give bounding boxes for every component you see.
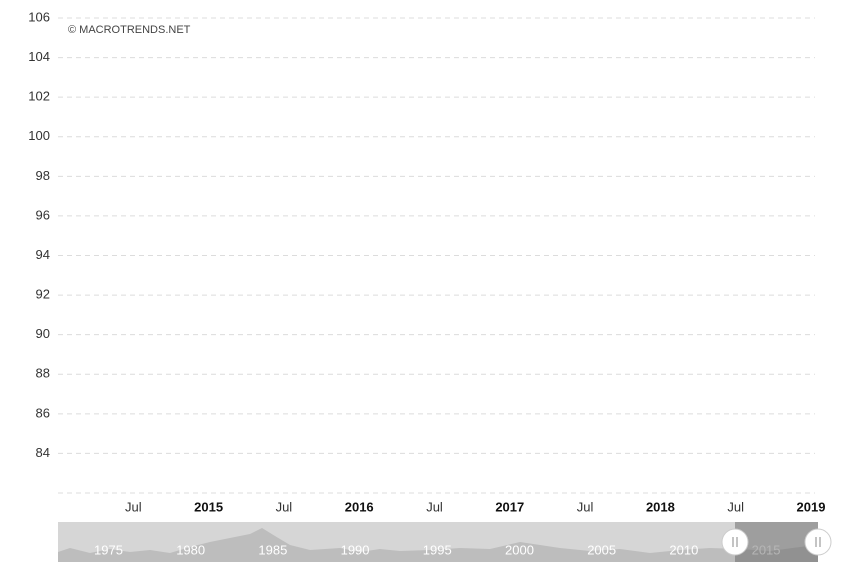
navigator-label: 2000 [505, 542, 534, 557]
y-tick-label: 102 [28, 89, 50, 104]
y-tick-label: 90 [36, 326, 50, 341]
y-tick-label: 104 [28, 49, 50, 64]
navigator-label: 1990 [341, 542, 370, 557]
navigator[interactable]: 1975 1980 1985 1990 1995 2000 2005 2010 2015 [58, 522, 832, 562]
navigator-area [58, 528, 818, 562]
y-tick-label: 106 [28, 9, 50, 24]
x-tick-label: Jul [426, 499, 443, 514]
navigator-handle[interactable] [721, 528, 749, 556]
x-tick-label: Jul [727, 499, 744, 514]
x-tick-label: 2018 [646, 499, 675, 514]
navigator-label: 1985 [258, 542, 287, 557]
navigator-label: 2015 [752, 542, 781, 557]
y-tick-label: 100 [28, 128, 50, 143]
navigator-selection[interactable] [735, 522, 818, 562]
y-tick-label: 88 [36, 366, 50, 381]
navigator-label: 2005 [587, 542, 616, 557]
x-tick-label: Jul [276, 499, 293, 514]
navigator-label: 1995 [423, 542, 452, 557]
y-tick-label: 96 [36, 207, 50, 222]
x-tick-label: 2017 [495, 499, 524, 514]
x-tick-label: Jul [577, 499, 594, 514]
y-tick-label: 94 [36, 247, 50, 262]
x-tick-label: 2016 [345, 499, 374, 514]
y-tick-label: 84 [36, 445, 50, 460]
navigator-label: 1980 [176, 542, 205, 557]
navigator-handle[interactable] [804, 528, 832, 556]
x-tick-label: 2015 [194, 499, 223, 514]
y-tick-label: 92 [36, 287, 50, 302]
x-tick-label: 2019 [797, 499, 826, 514]
watermark: © MACROTRENDS.NET [68, 24, 191, 36]
navigator-label: 2010 [669, 542, 698, 557]
handle-grip [732, 537, 821, 547]
y-tick-label: 98 [36, 168, 50, 183]
y-tick-label: 86 [36, 405, 50, 420]
x-tick-label: Jul [125, 499, 142, 514]
navigator-label: 1975 [94, 542, 123, 557]
